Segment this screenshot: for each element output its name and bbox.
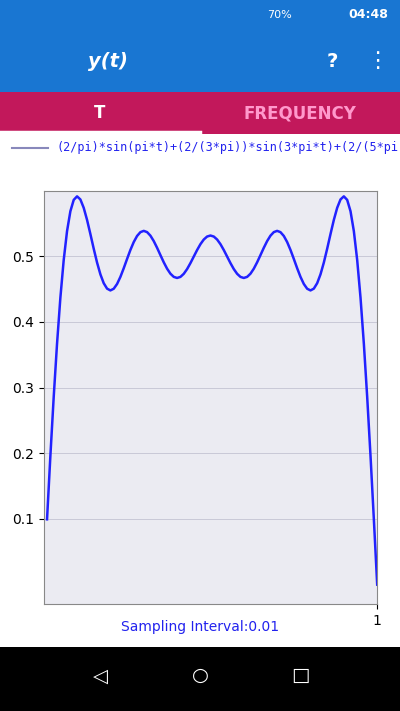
- Text: FREQUENCY: FREQUENCY: [244, 104, 356, 122]
- Text: ?: ?: [326, 52, 338, 70]
- Text: y(t): y(t): [88, 52, 128, 70]
- Text: □: □: [291, 666, 309, 685]
- Text: ◁: ◁: [92, 666, 108, 685]
- Text: 04:48: 04:48: [348, 9, 388, 21]
- Text: ○: ○: [192, 666, 208, 685]
- Text: T: T: [94, 104, 106, 122]
- Text: 70%: 70%: [267, 10, 292, 20]
- Text: ⋮: ⋮: [366, 51, 388, 71]
- Text: (2/pi)*sin(pi*t)+(2/(3*pi))*sin(3*pi*t)+(2/(5*pi)): (2/pi)*sin(pi*t)+(2/(3*pi))*sin(3*pi*t)+…: [56, 141, 400, 154]
- Text: Sampling Interval:0.01: Sampling Interval:0.01: [121, 621, 279, 634]
